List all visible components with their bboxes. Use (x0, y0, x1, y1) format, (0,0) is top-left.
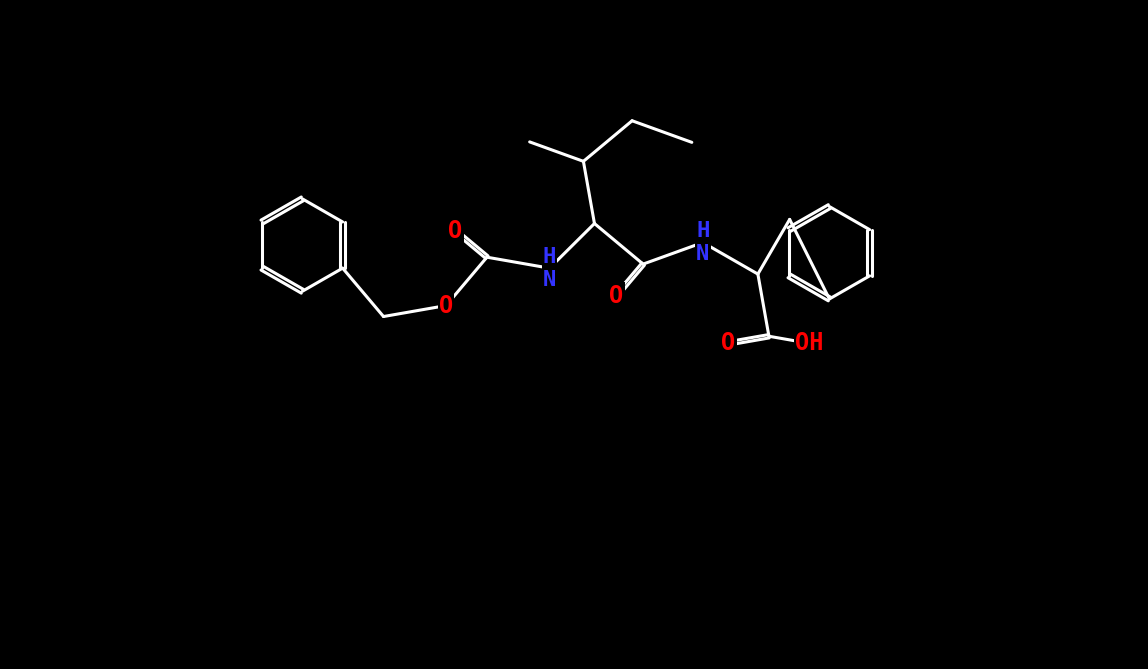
Text: H
N: H N (543, 247, 556, 290)
Text: O: O (721, 331, 736, 355)
Text: O: O (439, 294, 453, 318)
Text: O: O (448, 219, 463, 243)
Text: O: O (610, 284, 623, 308)
Text: OH: OH (796, 331, 824, 355)
Text: H
N: H N (696, 221, 709, 264)
